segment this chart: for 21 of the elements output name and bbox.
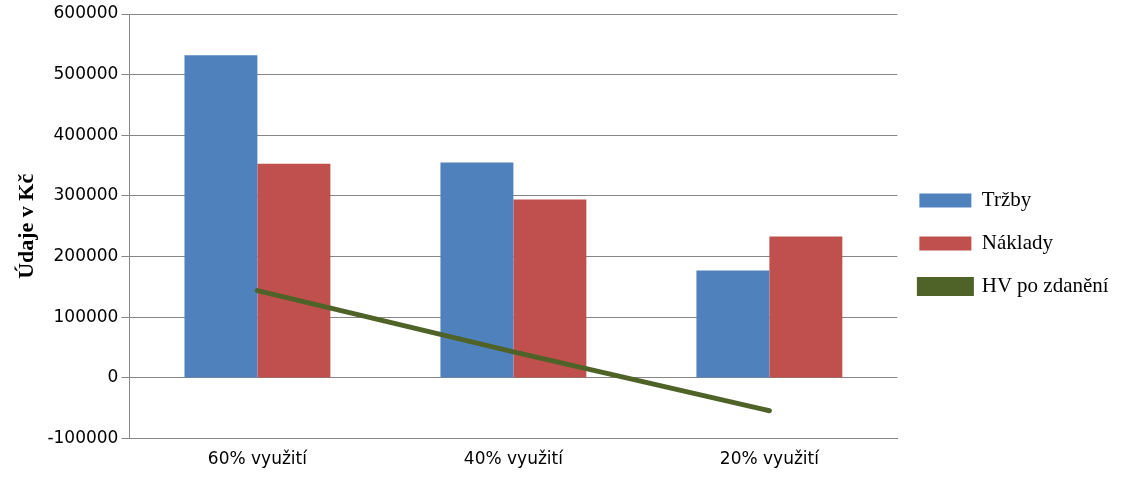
legend-label: Náklady bbox=[981, 230, 1054, 255]
bar bbox=[184, 55, 258, 378]
y-tick-label: -100000 bbox=[47, 427, 119, 448]
legend-label: Tržby bbox=[981, 187, 1032, 212]
y-tick-label: 100000 bbox=[53, 305, 119, 326]
y-tick-label: 600000 bbox=[53, 2, 119, 23]
bar bbox=[769, 236, 843, 378]
bar bbox=[440, 162, 514, 378]
bar bbox=[696, 270, 770, 378]
x-tick-label: 60% využití bbox=[207, 448, 309, 469]
y-axis-title: Údaje v Kč bbox=[12, 173, 38, 279]
bar bbox=[257, 163, 331, 378]
y-tick-label: 200000 bbox=[53, 245, 119, 266]
legend-label: HV po zdanění bbox=[981, 273, 1109, 298]
x-tick-label: 20% využití bbox=[719, 448, 821, 469]
bar bbox=[513, 199, 587, 378]
y-tick-label: 400000 bbox=[53, 123, 119, 144]
y-tick-label: 300000 bbox=[53, 184, 119, 205]
x-tick-label: 40% využití bbox=[463, 448, 565, 469]
y-tick-label: 500000 bbox=[53, 63, 119, 84]
y-tick-label: 0 bbox=[107, 366, 119, 387]
